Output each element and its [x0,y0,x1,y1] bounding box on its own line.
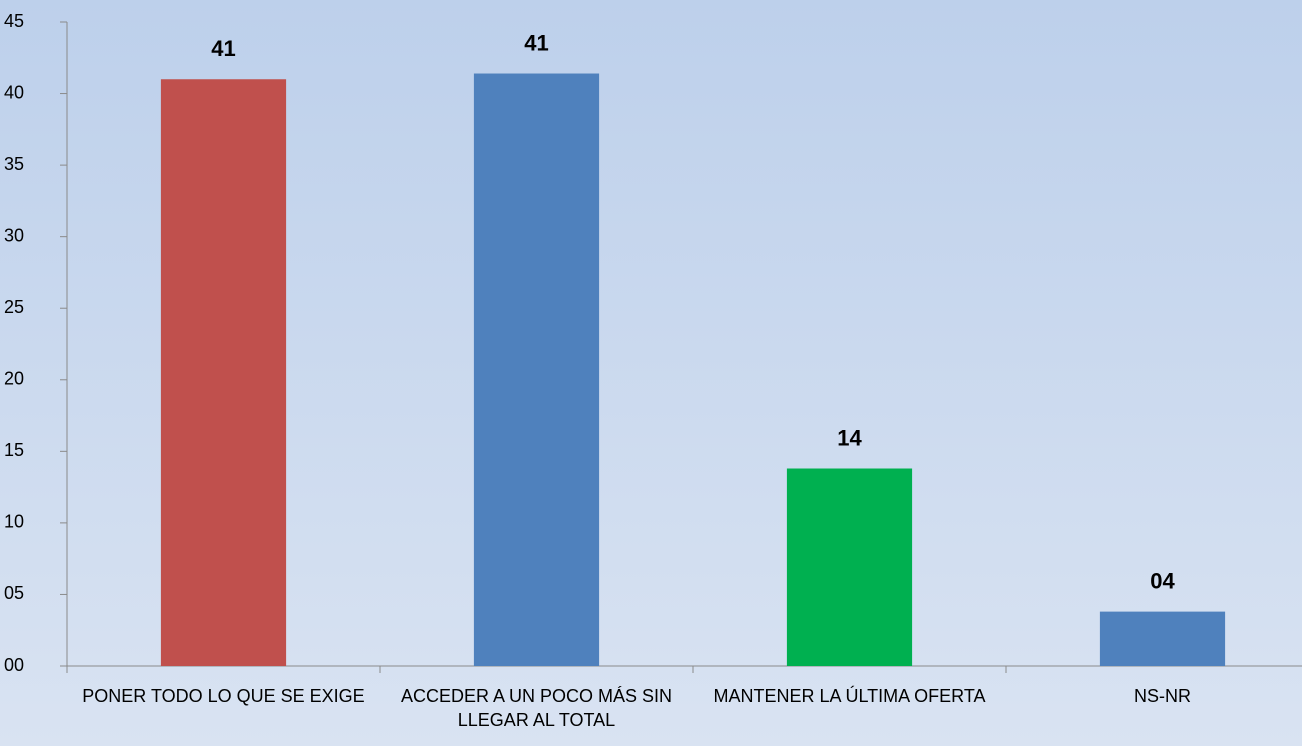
y-tick-label: 40 [4,82,24,102]
x-tick-label: PONER TODO LO QUE SE EXIGE [82,686,365,706]
x-tick-label: MANTENER LA ÚLTIMA OFERTA [713,686,986,706]
bar [786,468,913,666]
bar [160,79,287,666]
y-tick-label: 00 [4,655,24,675]
y-tick-label: 35 [4,154,24,174]
bar [1099,611,1226,666]
y-tick-label: 10 [4,512,24,532]
bar [473,73,600,666]
data-label: 04 [1150,568,1175,593]
x-tick-label: ACCEDER A UN POCO MÁS SIN LLEGAR AL TOTA… [400,686,673,730]
data-label: 14 [837,425,862,450]
y-tick-label: 30 [4,225,24,245]
y-tick-label: 15 [4,440,24,460]
data-label: 41 [211,36,235,61]
y-tick-label: 25 [4,297,24,317]
data-label: 41 [524,30,548,55]
y-tick-label: 45 [4,11,24,31]
x-tick-label: NS-NR [1133,686,1191,706]
y-tick-label: 05 [4,583,24,603]
y-tick-label: 20 [4,369,24,389]
